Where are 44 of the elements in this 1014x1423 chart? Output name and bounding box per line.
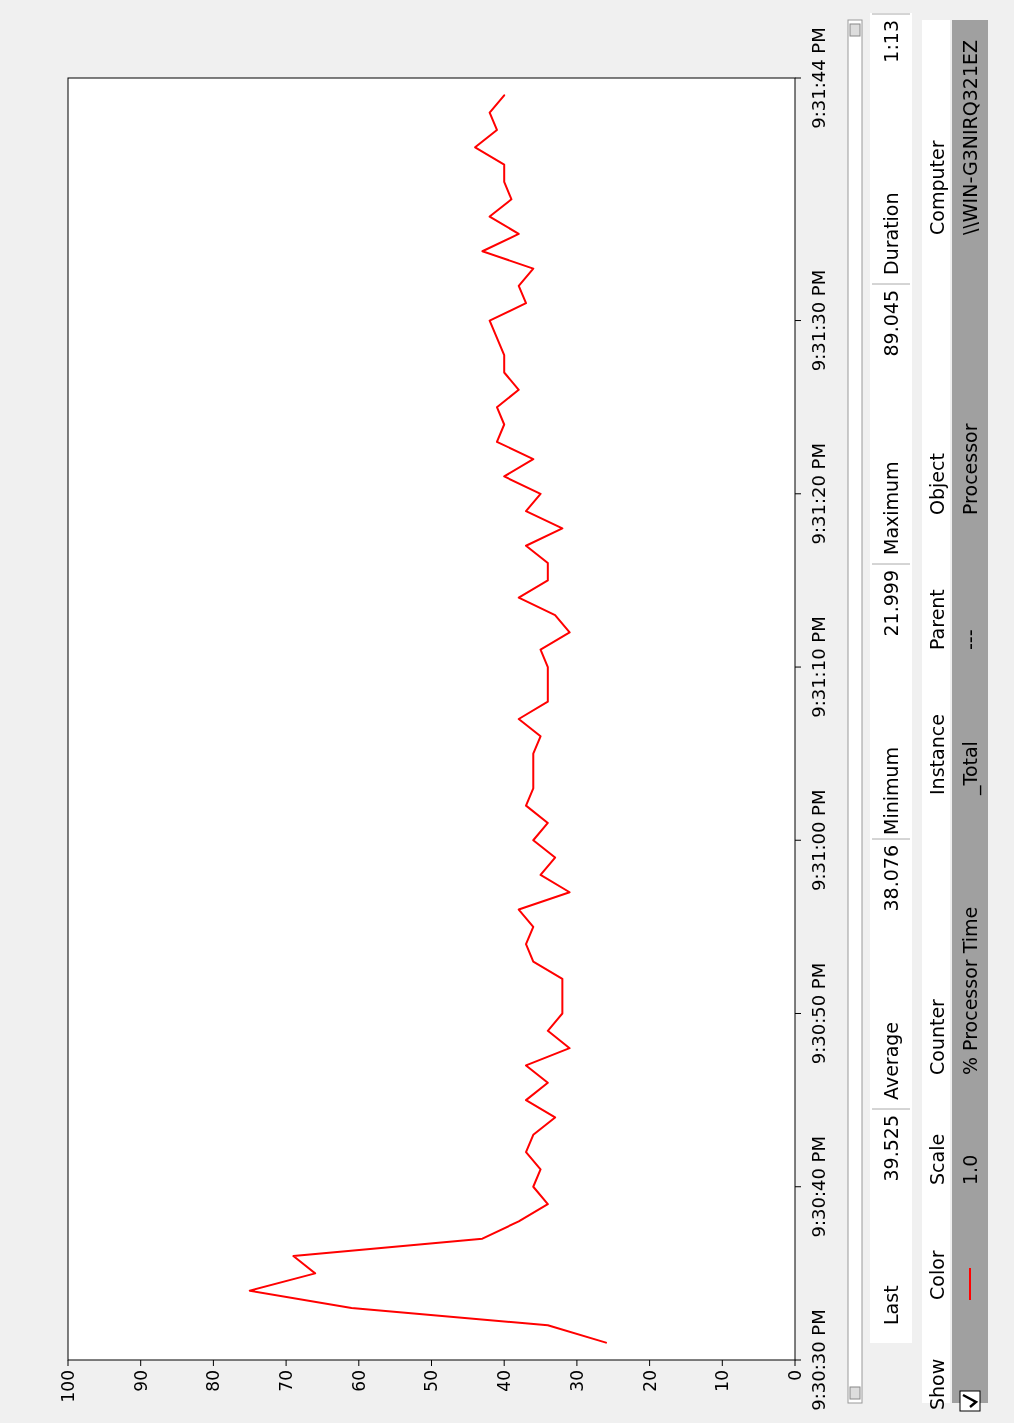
text: 89.045 bbox=[880, 290, 902, 357]
x-tick-label: 80 bbox=[203, 1370, 224, 1392]
x-tick-label: 30 bbox=[566, 1370, 587, 1392]
x-tick-label: 40 bbox=[494, 1370, 515, 1392]
text: Parent bbox=[926, 589, 948, 650]
text: Color bbox=[926, 1250, 948, 1300]
text: \\WIN-G3NIRQ321EZ bbox=[959, 39, 981, 235]
x-tick-label: 0 bbox=[784, 1370, 805, 1381]
y-tick-label: 9:31:10 PM bbox=[808, 616, 829, 718]
x-tick-label: 70 bbox=[276, 1370, 297, 1392]
text: Duration bbox=[880, 192, 902, 275]
text: % Processor Time bbox=[959, 906, 981, 1075]
text: Maximum bbox=[880, 461, 902, 555]
x-tick-label: 20 bbox=[639, 1370, 660, 1392]
line-series bbox=[248, 94, 607, 1344]
text: 1.0 bbox=[959, 1154, 981, 1185]
x-tick-label: 10 bbox=[712, 1370, 733, 1392]
y-tick-label: 9:30:50 PM bbox=[808, 962, 829, 1065]
x-tick-label: 60 bbox=[348, 1370, 369, 1392]
y-tick-label: 9:30:30 PM bbox=[808, 1309, 829, 1411]
text: Scale bbox=[926, 1133, 948, 1185]
x-tick-label: 100 bbox=[57, 1370, 78, 1403]
y-tick-label: 9:30:40 PM bbox=[808, 1136, 829, 1238]
text: Last bbox=[880, 1285, 902, 1325]
text: Show bbox=[926, 1358, 948, 1410]
text: Processor bbox=[959, 423, 981, 515]
text: 1:13 bbox=[880, 20, 902, 63]
text: --- bbox=[959, 629, 981, 650]
x-tick-label: 90 bbox=[130, 1370, 151, 1392]
y-tick-label: 9:31:00 PM bbox=[808, 789, 829, 891]
text: 21.999 bbox=[880, 570, 902, 637]
text: Instance bbox=[926, 714, 948, 795]
text: Minimum bbox=[880, 746, 902, 835]
y-tick-label: 9:31:44 PM bbox=[808, 27, 829, 129]
text: _Total bbox=[959, 741, 982, 796]
text: 38.076 bbox=[880, 845, 902, 912]
y-tick-label: 9:31:30 PM bbox=[808, 269, 829, 372]
y-tick-label: 9:31:20 PM bbox=[808, 443, 829, 545]
text: Object bbox=[926, 453, 948, 515]
text: Average bbox=[880, 1021, 902, 1100]
text: Computer bbox=[926, 140, 948, 235]
text: 39.525 bbox=[880, 1115, 902, 1182]
text: Counter bbox=[926, 998, 948, 1075]
x-tick-label: 50 bbox=[421, 1370, 442, 1392]
